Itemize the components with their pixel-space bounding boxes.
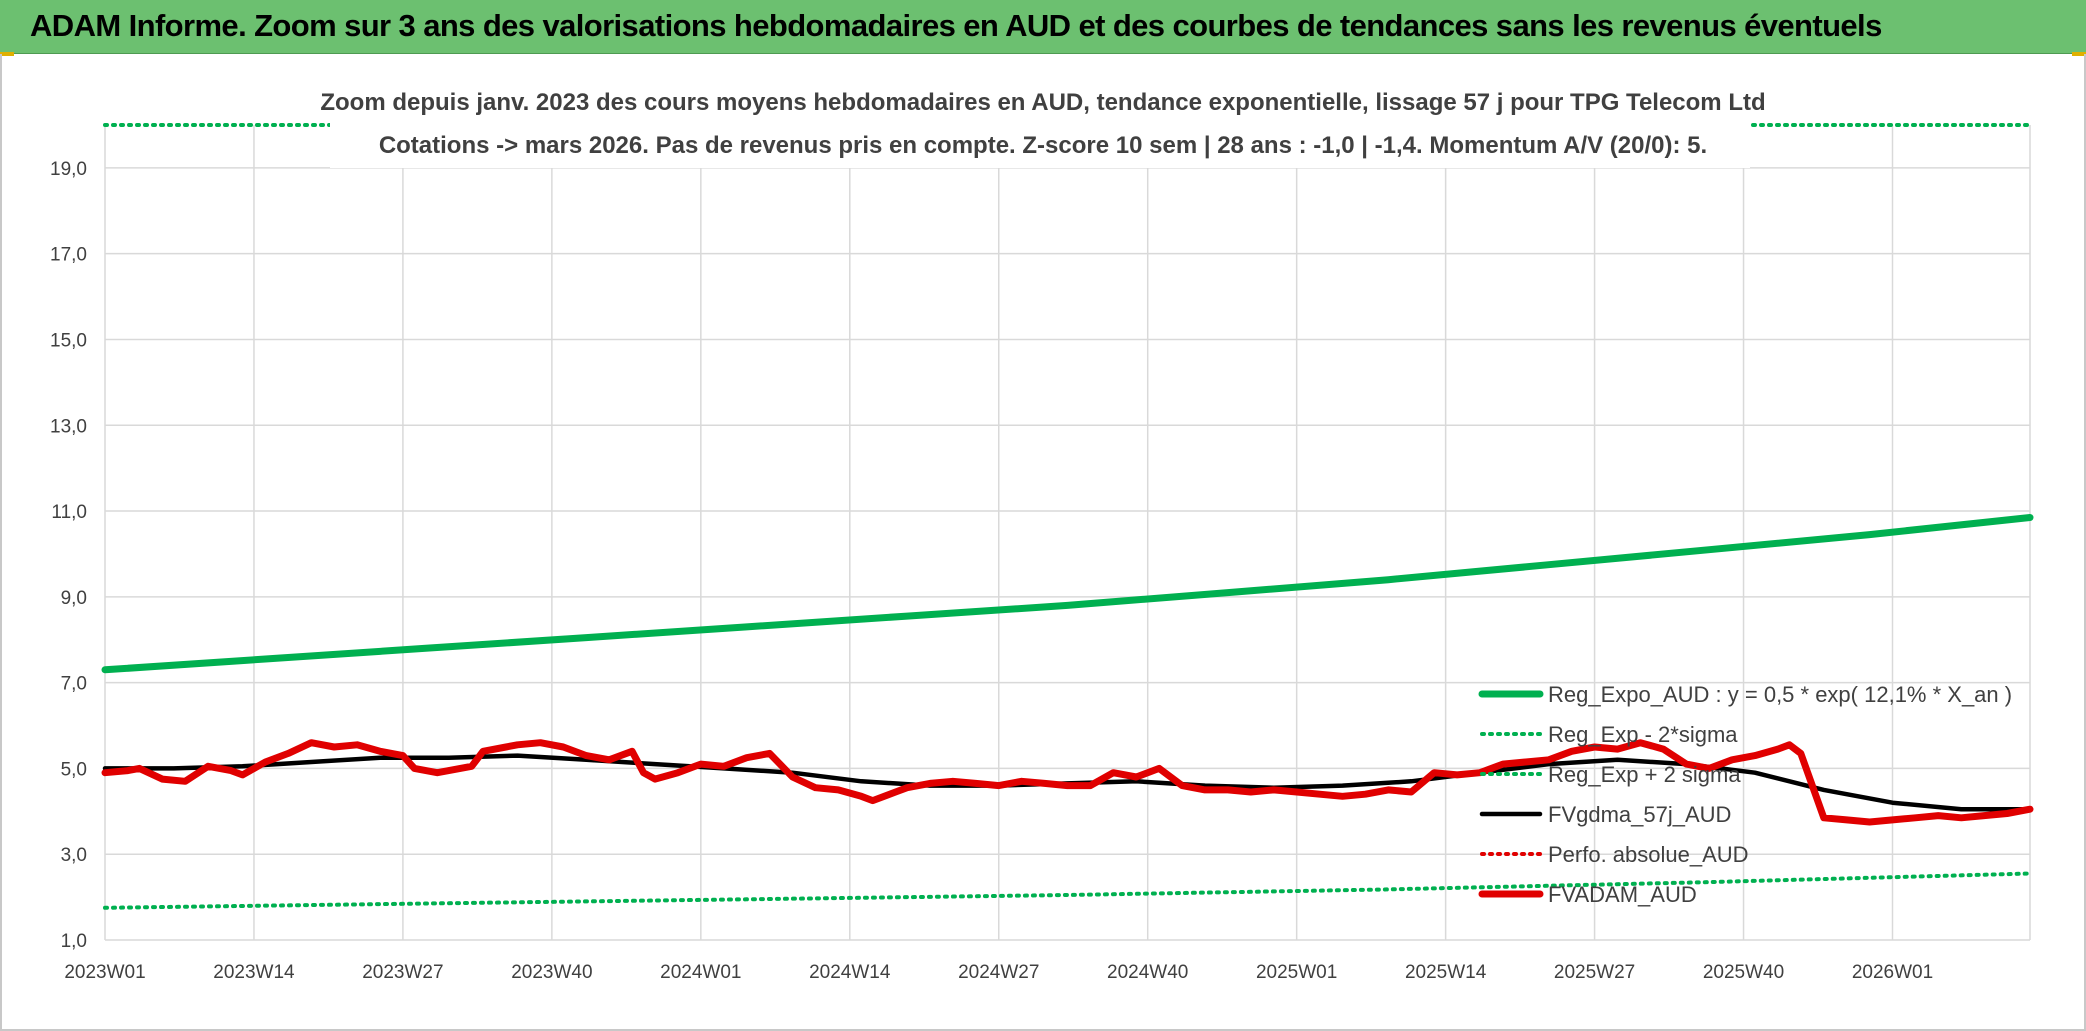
chart-axes: 1,0 3,0 5,0 7,0 9,0 11,0 13,0 15,0 17,0 19,0 2023W…	[50, 159, 1933, 983]
series-line-0	[101, 514, 2034, 674]
chart-title-line2: Cotations -> mars 2026. Pas de revenus p…	[379, 132, 1707, 159]
legend-label: Reg_Exp - 2*sigma	[1548, 722, 1738, 747]
x-tick-label: 2025W14	[1405, 962, 1487, 983]
y-tick-label: 11,0	[51, 502, 87, 523]
y-tick-label: 9,0	[61, 588, 87, 609]
y-tick-label: 17,0	[50, 245, 87, 266]
x-tick-label: 2025W27	[1554, 962, 1635, 983]
x-tick-label: 2023W40	[511, 962, 592, 983]
x-tick-label: 2023W14	[213, 962, 295, 983]
x-tick-label: 2025W40	[1703, 962, 1784, 983]
y-tick-label: 13,0	[50, 416, 87, 437]
x-tick-label: 2023W27	[362, 962, 443, 983]
x-tick-label: 2024W27	[958, 962, 1039, 983]
legend-label: FVADAM_AUD	[1548, 882, 1697, 907]
corner-accent-right	[2072, 52, 2086, 56]
y-tick-label: 7,0	[61, 674, 87, 695]
chart-grid	[104, 125, 2031, 941]
x-tick-label: 2023W01	[64, 962, 145, 983]
series-layer	[101, 123, 2034, 910]
legend-label: Perfo. absolue_AUD	[1548, 842, 1749, 867]
title-banner: ADAM Informe. Zoom sur 3 ans des valoris…	[0, 0, 2086, 54]
chart-legend: Reg_Expo_AUD : y = 0,5 * exp( 12,1% * X_…	[1478, 682, 2012, 907]
chart-frame	[0, 54, 2086, 1031]
x-tick-label: 2024W01	[660, 962, 741, 983]
chart-title-line1: Zoom depuis janv. 2023 des cours moyens …	[320, 89, 1765, 116]
legend-label: Reg_Exp + 2 sigma	[1548, 762, 1741, 787]
chart-title-background	[330, 80, 1750, 168]
legend-label: FVgdma_57j_AUD	[1548, 802, 1731, 827]
x-tick-label: 2025W01	[1256, 962, 1337, 983]
x-tick-label: 2024W40	[1107, 962, 1188, 983]
banner-title: ADAM Informe. Zoom sur 3 ans des valoris…	[30, 8, 1882, 43]
y-tick-label: 3,0	[61, 845, 87, 866]
series-line-1	[103, 871, 2032, 910]
series-line-5	[101, 739, 2034, 826]
x-tick-label: 2026W01	[1852, 962, 1933, 983]
corner-accent-left	[0, 52, 14, 56]
legend-label: Reg_Expo_AUD : y = 0,5 * exp( 12,1% * X_…	[1548, 682, 2012, 707]
y-tick-label: 19,0	[50, 159, 87, 180]
x-tick-label: 2024W14	[809, 962, 891, 983]
y-tick-label: 15,0	[50, 330, 87, 351]
y-tick-label: 5,0	[61, 759, 87, 780]
y-tick-label: 1,0	[61, 931, 87, 952]
